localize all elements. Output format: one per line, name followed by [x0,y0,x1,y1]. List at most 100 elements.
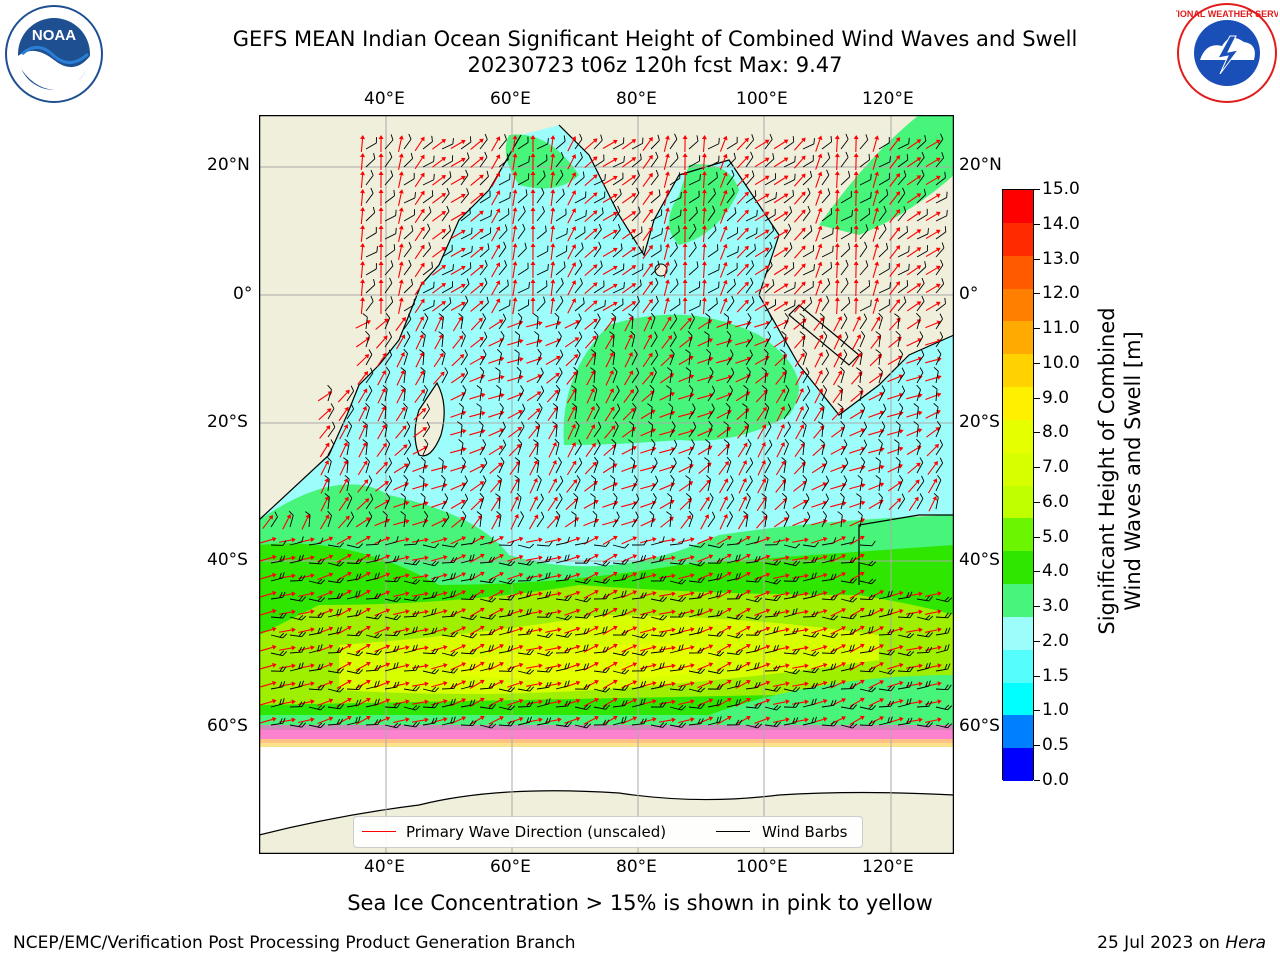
wave-arrow [755,372,769,384]
wave-arrow [868,464,885,472]
lon-tick-bottom: 60°E [490,857,531,877]
sea-ice-band [259,725,954,743]
wave-arrow [395,406,406,422]
wave-arrow [396,388,405,404]
wave-arrow [431,572,448,580]
wave-arrow [906,283,922,294]
wave-arrow [833,316,842,332]
wave-arrow [697,662,714,671]
colorbar-segment [1003,288,1033,322]
wave-arrow [925,301,941,312]
wave-arrow [811,482,828,491]
wave-arrow [605,369,614,386]
wave-arrow [319,514,330,530]
wave-arrow [336,571,352,581]
wave-arrow [279,627,296,633]
wave-arrow [375,480,389,492]
wave-arrow [872,171,880,188]
wave-arrow [716,589,732,599]
wave-arrow [545,681,562,687]
wave-arrow [661,316,672,332]
wave-arrow [773,211,789,222]
wave-arrow [374,590,391,599]
wave-arrow [393,681,410,688]
wave-arrow [925,320,942,329]
wave-arrow [663,153,670,170]
colorbar-tick-label: 0.0 [1042,770,1070,790]
wave-arrow [925,139,941,150]
wave-arrow [906,591,923,597]
wave-arrow [663,189,670,206]
wave-arrow [906,681,923,687]
wave-arrow [434,315,443,332]
wave-arrow [621,211,637,222]
wave-arrow [602,229,618,240]
wave-arrow [398,135,404,152]
lon-tick-top: 100°E [736,89,788,109]
wave-arrow [736,281,749,295]
wave-arrow [262,515,274,529]
wave-arrow [282,514,291,530]
wave-arrow [719,171,728,188]
wave-arrow [393,591,410,598]
wave-arrow [659,392,675,401]
wave-arrow [793,173,806,187]
wave-arrow [663,135,670,152]
wave-arrow [412,591,429,597]
wave-arrow [550,135,556,153]
wave-arrow [298,627,315,634]
wave-arrow [640,627,657,634]
wave-arrow [754,157,770,168]
wave-arrow [260,626,277,634]
wave-arrow [377,370,387,386]
wave-arrow [868,482,885,491]
wave-arrow [260,590,277,598]
wave-arrow [719,478,729,494]
wave-arrow [547,406,558,422]
wave-arrow [849,697,865,707]
wave-arrow [279,645,296,651]
wave-arrow [396,334,406,350]
wave-arrow [413,427,428,438]
wave-arrow [602,139,618,150]
wave-arrow [906,157,922,168]
wave-height-map [259,115,954,854]
wave-arrow [815,153,823,170]
wave-arrow [512,171,518,188]
wave-arrow [567,172,576,188]
footer-producer: NCEP/EMC/Verification Post Processing Pr… [13,933,576,953]
map-subtitle: 20230723 t06z 120h fcst Max: 9.47 [467,53,843,77]
wave-arrow [605,352,614,368]
wave-arrow [906,410,923,418]
wave-arrow [872,225,880,242]
wave-arrow [678,374,695,383]
wave-arrow [719,153,728,170]
wave-arrow [584,174,598,187]
colorbar-segment [1003,419,1033,454]
wave-arrow [337,515,350,529]
wave-arrow [754,301,770,312]
wave-arrow [661,335,673,349]
wave-arrow [488,356,505,364]
wave-arrow [432,138,446,150]
wave-arrow [470,336,484,348]
wave-arrow [849,500,866,508]
wave-arrow [852,315,861,332]
wave-arrow [412,645,429,651]
wave-arrow [395,425,407,439]
wave-arrow [872,135,880,152]
wave-arrow [512,189,518,206]
wave-arrow [412,573,429,579]
wave-arrow [339,441,348,458]
wave-arrow [754,193,770,204]
wave-arrow [602,553,618,563]
colorbar-tick-label: 14.0 [1042,213,1080,234]
wave-arrow [507,409,523,419]
wave-arrow [548,459,557,476]
wave-arrow [736,299,749,313]
wave-arrow [815,135,823,152]
lat-tick-right: 20°S [959,412,1000,432]
colorbar-tickmark [1034,258,1040,260]
wave-arrow [815,297,823,314]
wave-arrow [833,352,842,368]
